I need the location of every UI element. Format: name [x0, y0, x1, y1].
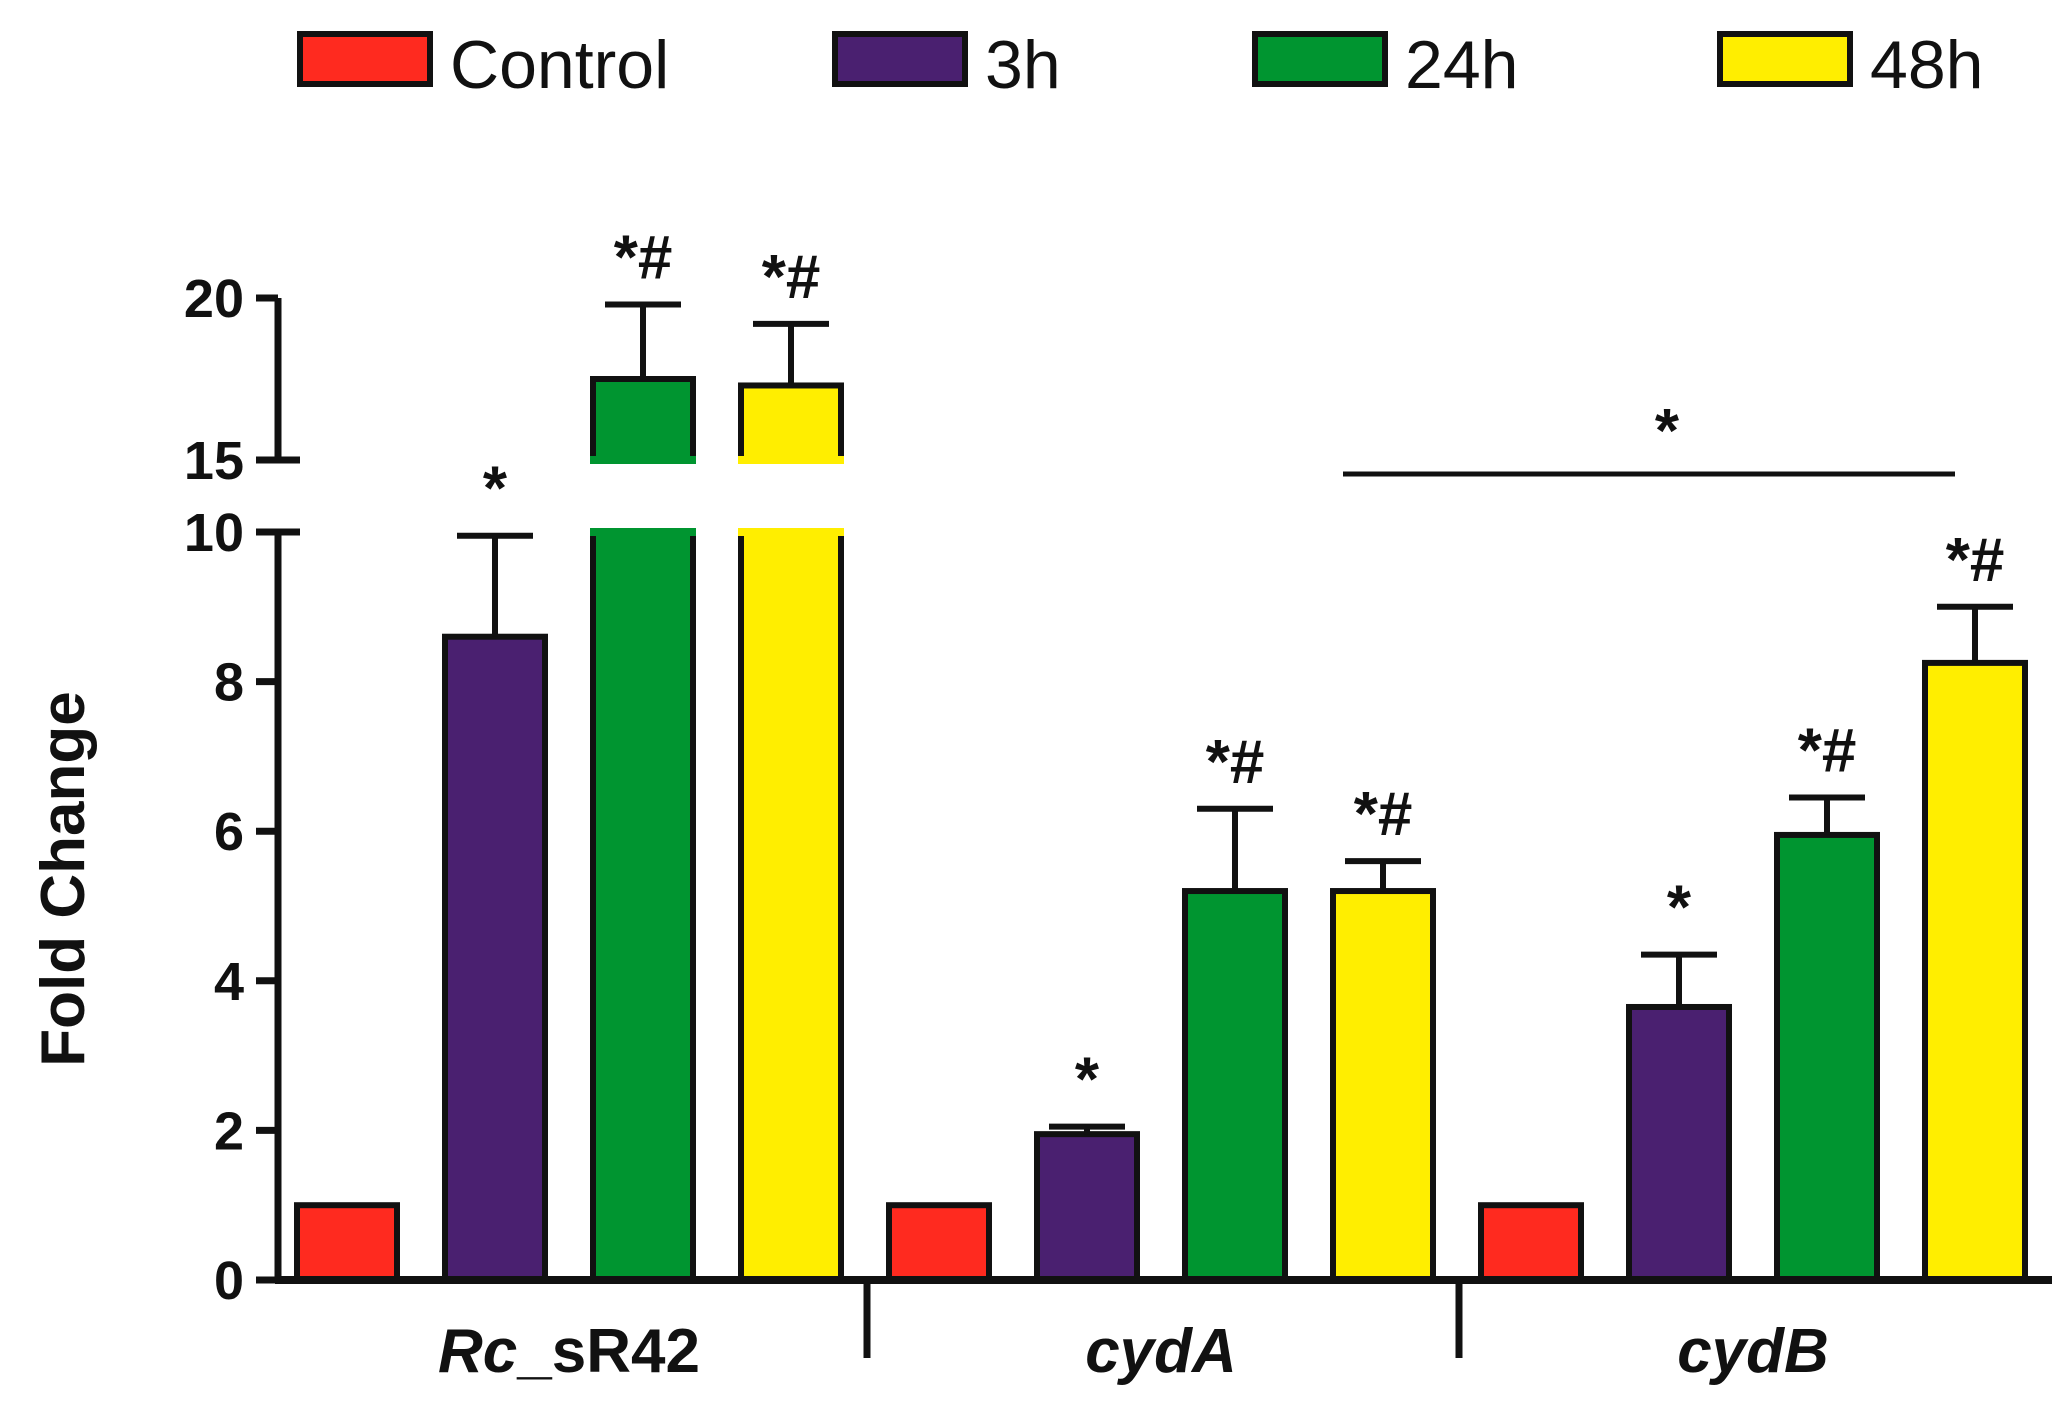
y-tick-label: 2: [214, 1101, 244, 1161]
bar-3h-cydA: [1034, 1131, 1140, 1284]
bar-3h-cydB: [1626, 1003, 1732, 1283]
significance-label-3h-Rc_sR42: *: [483, 455, 508, 524]
y-axis-title: Fold Change: [29, 691, 98, 1066]
bar-Control-Rc_sR42: [294, 1202, 400, 1283]
legend-label-Control: Control: [450, 27, 669, 103]
y-tick-label: 4: [214, 952, 244, 1012]
bar-Control-cydB: [1478, 1202, 1584, 1283]
bar-24h-Rc_sR42-lower: [590, 529, 696, 1283]
y-tick-label: 20: [184, 269, 244, 329]
y-tick-label: 6: [214, 802, 244, 862]
bar-3h-Rc_sR42: [442, 633, 548, 1283]
significance-label-3h-cydA: *: [1075, 1046, 1100, 1115]
legend-label-3h: 3h: [985, 27, 1061, 103]
legend-swatch-Control: [297, 31, 433, 87]
y-tick-label: 8: [214, 653, 244, 713]
significance-label-48h-cydB: *#: [1946, 526, 2005, 595]
x-category-label-cydA: cydA: [1085, 1317, 1237, 1386]
bar-48h-Rc_sR42-lower: [738, 529, 844, 1283]
bar-48h-Rc_sR42-upper: [738, 382, 844, 464]
significance-label-3h-cydB: *: [1667, 874, 1692, 943]
bar-48h-cydA: [1330, 888, 1436, 1283]
bar-24h-cydB: [1774, 831, 1880, 1283]
legend-swatch-48h: [1717, 31, 1853, 87]
legend-label-48h: 48h: [1870, 27, 1983, 103]
significance-label-48h-Rc_sR42: *#: [762, 243, 821, 312]
bar-48h-cydB: [1922, 659, 2028, 1283]
significance-label-24h-cydA: *#: [1206, 728, 1265, 797]
y-tick-label: 10: [184, 503, 244, 563]
significance-label-24h-Rc_sR42: *#: [614, 223, 673, 292]
significance-label-24h-cydB: *#: [1798, 717, 1857, 786]
significance-bracket-label: *: [1655, 397, 1680, 466]
bar-24h-cydA: [1182, 888, 1288, 1283]
x-category-label-cydB: cydB: [1677, 1317, 1829, 1386]
significance-label-48h-cydA: *#: [1354, 780, 1413, 849]
x-category-label-Rc_sR42: Rc_sR42: [438, 1317, 700, 1386]
legend-swatch-24h: [1252, 31, 1388, 87]
y-tick-label: 15: [184, 431, 244, 491]
y-tick-label: 0: [214, 1251, 244, 1311]
legend-label-24h: 24h: [1405, 27, 1518, 103]
legend-swatch-3h: [832, 31, 968, 87]
bar-Control-cydA: [886, 1202, 992, 1283]
bar-24h-Rc_sR42-upper: [590, 376, 696, 463]
